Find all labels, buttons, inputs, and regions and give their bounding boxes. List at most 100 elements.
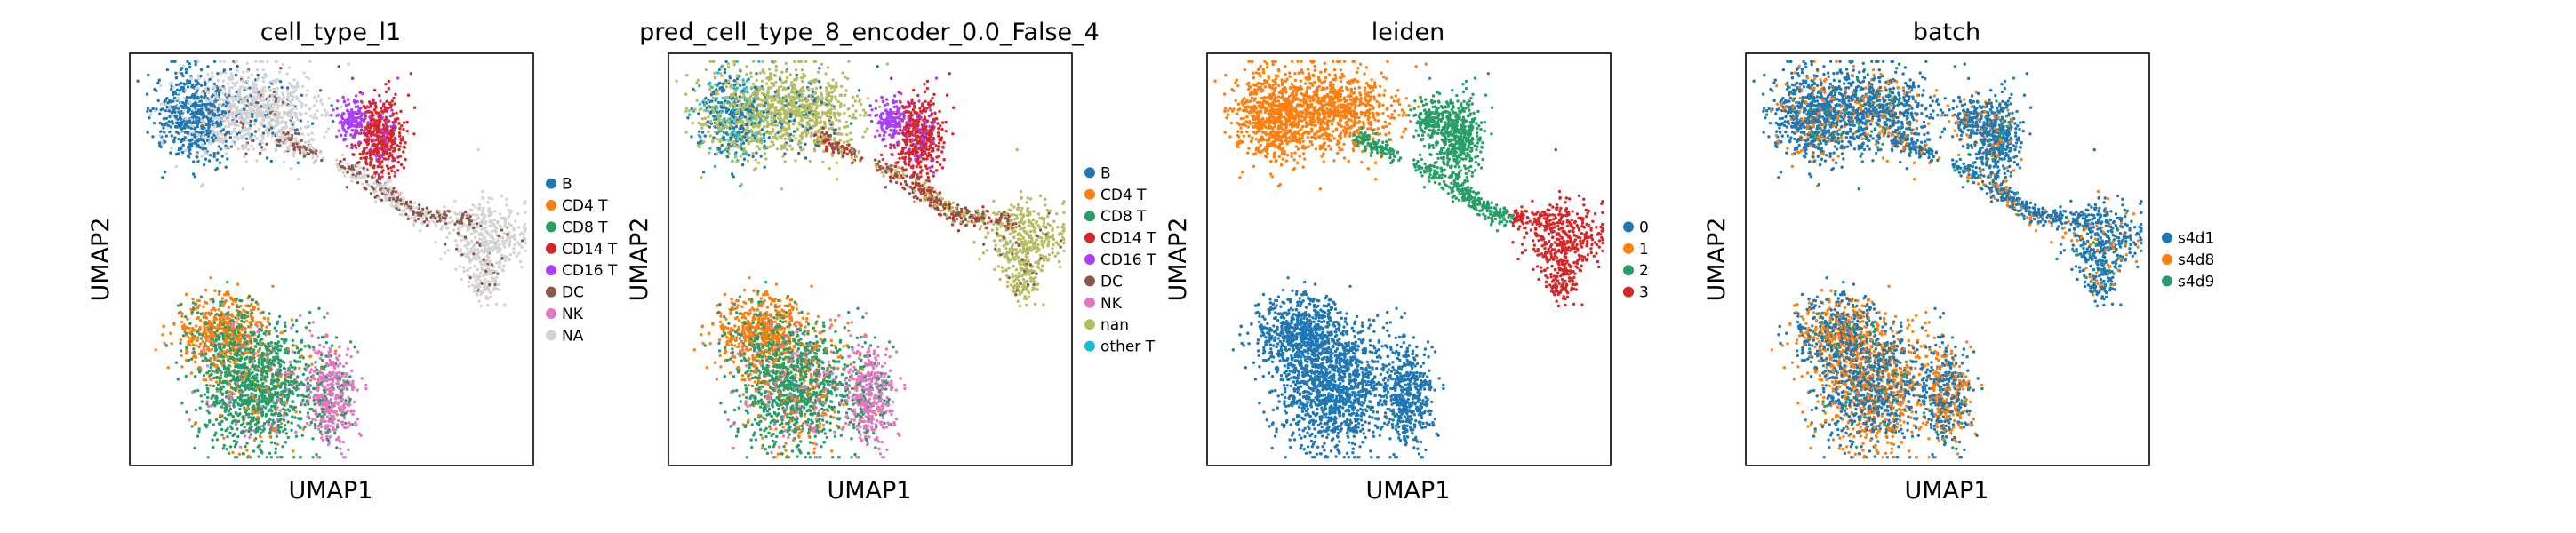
scatter-point bbox=[405, 121, 408, 123]
scatter-point bbox=[276, 370, 278, 372]
scatter-point bbox=[180, 314, 183, 317]
scatter-point bbox=[294, 360, 297, 362]
scatter-point bbox=[222, 359, 225, 362]
scatter-point bbox=[228, 329, 231, 331]
scatter-point bbox=[326, 312, 329, 314]
scatter-point bbox=[170, 82, 172, 84]
scatter-point bbox=[245, 449, 248, 451]
scatter-point bbox=[524, 211, 526, 214]
scatter-point bbox=[187, 336, 189, 338]
scatter-point bbox=[276, 378, 279, 381]
scatter-point bbox=[367, 110, 370, 113]
scatter-point bbox=[244, 143, 247, 146]
scatter-point bbox=[274, 442, 276, 444]
scatter-point bbox=[464, 244, 467, 247]
scatter-point bbox=[413, 107, 416, 109]
scatter-point bbox=[410, 72, 412, 75]
scatter-point bbox=[196, 155, 198, 158]
scatter-point bbox=[324, 390, 326, 393]
scatter-point bbox=[402, 150, 404, 153]
scatter-point bbox=[354, 101, 356, 104]
scatter-point bbox=[332, 388, 335, 391]
scatter-point bbox=[291, 318, 293, 321]
scatter-point bbox=[275, 430, 277, 433]
scatter-point bbox=[216, 131, 219, 133]
scatter-point bbox=[245, 342, 248, 345]
scatter-point bbox=[299, 410, 301, 413]
scatter-point bbox=[331, 392, 333, 394]
scatter-point bbox=[228, 452, 230, 455]
scatter-point bbox=[214, 308, 217, 311]
panel-cell-type-l1: cell_type_l1 UMAP1 UMAP2 BCD4 TCD8 TCD14… bbox=[87, 19, 618, 505]
scatter-point bbox=[328, 355, 331, 358]
scatter-point bbox=[235, 334, 237, 337]
scatter-point bbox=[292, 372, 295, 375]
scatter-point bbox=[315, 418, 317, 421]
scatter-point bbox=[236, 282, 239, 285]
scatter-point bbox=[484, 270, 487, 273]
scatter-point bbox=[338, 130, 340, 132]
scatter-point bbox=[187, 111, 189, 114]
scatter-point bbox=[216, 158, 219, 161]
scatter-point bbox=[169, 332, 172, 335]
scatter-point bbox=[268, 431, 271, 434]
scatter-point bbox=[508, 259, 510, 261]
scatter-point bbox=[385, 151, 388, 154]
scatter-point bbox=[217, 383, 220, 386]
scatter-point bbox=[228, 344, 230, 346]
scatter-point bbox=[228, 317, 231, 320]
scatter-point bbox=[474, 205, 476, 208]
scatter-point bbox=[374, 122, 377, 124]
scatter-point bbox=[233, 103, 236, 106]
scatter-point bbox=[168, 115, 171, 118]
scatter-point bbox=[290, 117, 292, 120]
scatter-point bbox=[260, 378, 263, 381]
scatter-point bbox=[309, 378, 312, 381]
scatter-point bbox=[195, 63, 197, 66]
scatter-point bbox=[178, 71, 180, 74]
scatter-point bbox=[198, 427, 201, 430]
scatter-point bbox=[512, 228, 515, 231]
scatter-point bbox=[180, 354, 183, 357]
scatter-point bbox=[303, 345, 306, 347]
scatter-point bbox=[274, 404, 276, 407]
scatter-point bbox=[273, 363, 276, 366]
scatter-point bbox=[248, 107, 251, 110]
scatter-point bbox=[295, 387, 298, 390]
scatter-point bbox=[222, 350, 225, 353]
scatter-point bbox=[269, 89, 272, 91]
scatter-point bbox=[256, 330, 259, 333]
scatter-point bbox=[197, 138, 200, 140]
scatter-point bbox=[316, 394, 319, 396]
scatter-point bbox=[179, 342, 181, 345]
scatter-point bbox=[493, 287, 496, 290]
scatter-point bbox=[212, 403, 215, 406]
scatter-point bbox=[206, 346, 209, 348]
scatter-point bbox=[180, 338, 182, 341]
scatter-point bbox=[273, 88, 276, 91]
scatter-point bbox=[227, 76, 229, 79]
scatter-point bbox=[378, 141, 380, 144]
scatter-point bbox=[478, 275, 481, 278]
scatter-point bbox=[147, 107, 149, 109]
scatter-point bbox=[284, 376, 287, 378]
scatter-point bbox=[284, 378, 286, 381]
scatter-point bbox=[474, 257, 476, 259]
scatter-point bbox=[261, 311, 264, 314]
scatter-point bbox=[276, 393, 279, 395]
scatter-point bbox=[175, 362, 178, 364]
scatter-point bbox=[386, 125, 388, 128]
scatter-point bbox=[294, 431, 297, 434]
scatter-point bbox=[170, 125, 172, 128]
scatter-point bbox=[236, 401, 239, 403]
scatter-point bbox=[217, 114, 220, 116]
scatter-point bbox=[211, 438, 213, 441]
scatter-point bbox=[267, 116, 269, 119]
scatter-point bbox=[165, 134, 168, 137]
scatter-point bbox=[250, 338, 252, 340]
scatter-point bbox=[288, 383, 291, 386]
scatter-point bbox=[232, 415, 235, 418]
scatter-point bbox=[346, 372, 348, 375]
scatter-point bbox=[220, 405, 223, 408]
scatter-point bbox=[524, 250, 526, 252]
